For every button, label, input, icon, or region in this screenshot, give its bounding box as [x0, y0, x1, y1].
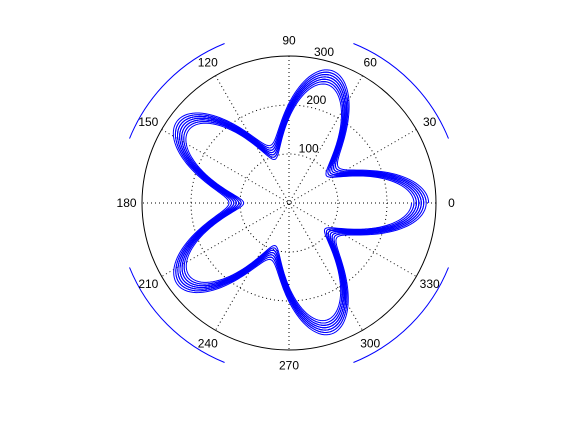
- spoke-150: [161, 129, 417, 277]
- angle-label-30: 30: [423, 115, 437, 129]
- angle-label-210: 210: [138, 277, 158, 291]
- ring-100: [239, 153, 339, 253]
- angle-label-150: 150: [138, 115, 158, 129]
- angle-label-90: 90: [282, 34, 296, 48]
- angle-label-270: 270: [279, 358, 299, 372]
- radius-label-100: 100: [299, 142, 319, 156]
- angle-label-60: 60: [364, 55, 378, 69]
- angle-label-0: 0: [448, 196, 455, 210]
- decoration-arc-2: [129, 267, 225, 363]
- frame-decoration: [129, 43, 449, 363]
- angle-label-240: 240: [198, 337, 218, 351]
- tick-labels: 0 30 60 90 120 150 180 210 240 270 300 330 100 200 300: [117, 34, 456, 373]
- angle-label-330: 330: [420, 277, 440, 291]
- ring-200: [190, 104, 388, 302]
- decoration-arc-0: [353, 43, 449, 139]
- series-group: [172, 69, 430, 336]
- radius-label-300: 300: [314, 45, 334, 59]
- spoke-120: [215, 75, 363, 331]
- angle-label-120: 120: [198, 55, 218, 69]
- radius-label-200: 200: [306, 93, 326, 107]
- angle-label-300: 300: [360, 337, 380, 351]
- decoration-arc-3: [353, 267, 449, 363]
- angle-label-180: 180: [117, 196, 137, 210]
- decoration-arc-1: [129, 43, 225, 139]
- series-2: [172, 69, 430, 336]
